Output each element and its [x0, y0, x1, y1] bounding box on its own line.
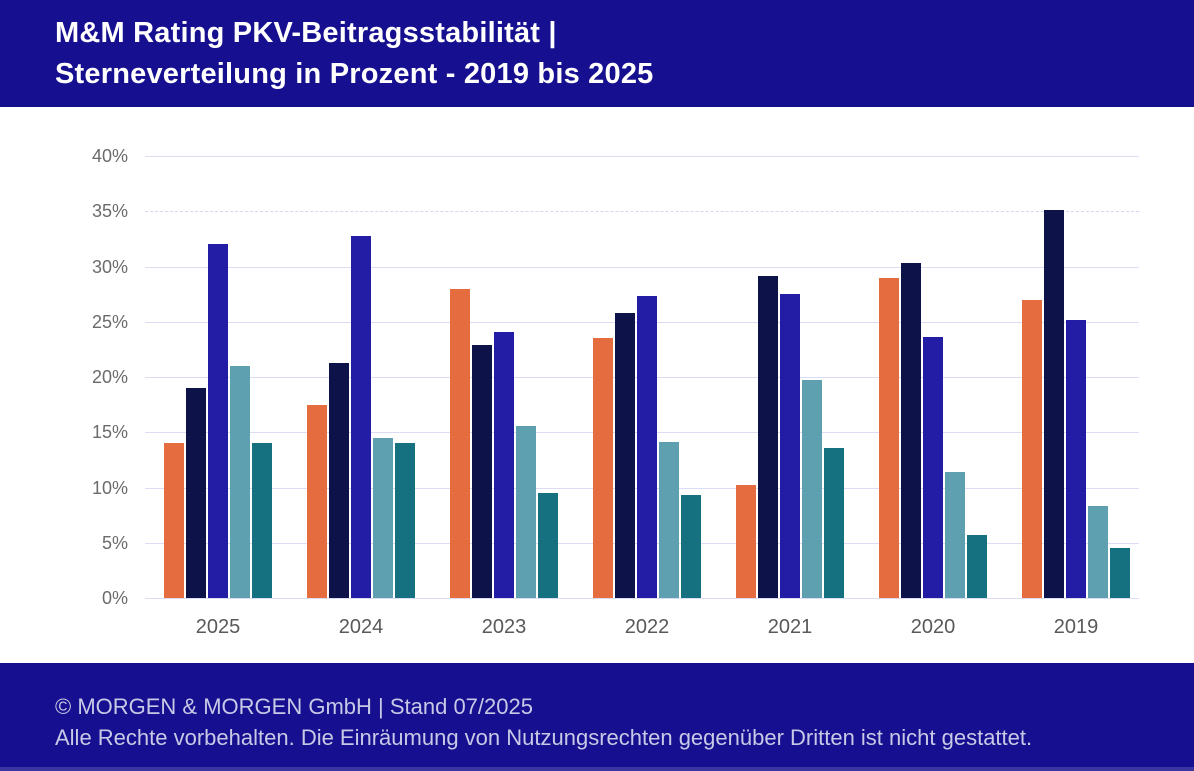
bar-2024-light-teal: [373, 437, 393, 598]
bar-chart-plot-area: [145, 156, 1139, 599]
x-axis-label-2021: 2021: [767, 616, 813, 638]
bar-2025-indigo: [208, 244, 228, 598]
bar-2019-orange: [1022, 299, 1042, 598]
rights-line: Alle Rechte vorbehalten. Die Einräumung …: [55, 725, 1033, 750]
bar-2020-light-teal: [945, 472, 965, 598]
bar-group-2024: [306, 156, 416, 598]
y-axis-tick-label-15: 15%: [91, 422, 128, 443]
y-axis-tick-label-0: 0%: [101, 588, 128, 608]
bar-2022-light-teal: [659, 442, 679, 598]
bar-2021-dark-navy: [758, 276, 778, 598]
bar-2022-orange: [593, 338, 613, 598]
bar-group-2025: [163, 156, 273, 598]
bar-2021-orange: [736, 485, 756, 598]
y-axis-tick-label-10: 10%: [91, 477, 128, 498]
x-axis-label-2020: 2020: [910, 616, 956, 638]
gridline-40: [145, 156, 1139, 157]
bar-2025-orange: [164, 443, 184, 598]
header: M&M Rating PKV-Beitragsstabilität | Ster…: [0, 0, 1194, 107]
footer-bottom-strip: [0, 767, 1194, 771]
bar-2021-indigo: [780, 294, 800, 598]
bar-2022-indigo: [637, 296, 657, 598]
bar-2025-dark-teal: [252, 443, 272, 598]
bar-2022-dark-navy: [615, 312, 635, 598]
x-axis-label-2019: 2019: [1053, 616, 1099, 638]
bar-2020-indigo: [923, 337, 943, 598]
bar-2020-orange: [879, 277, 899, 598]
chart-panel: 0% 5% 10% 15% 20% 25% 30% 35% 40% 2025 2024 2023 20…: [0, 107, 1194, 663]
bar-2024-indigo: [351, 235, 371, 598]
bar-2021-light-teal: [802, 380, 822, 598]
chart-title-line-2: Sterneverteilung in Prozent - 2019 bis 2…: [55, 58, 654, 90]
chart-title-line-1: M&M Rating PKV-Beitragsstabilität |: [55, 17, 557, 49]
bar-2023-light-teal: [516, 425, 536, 598]
y-axis-tick-label-5: 5%: [101, 532, 128, 553]
bar-2025-light-teal: [230, 365, 250, 598]
bar-group-2023: [449, 156, 559, 598]
bar-2023-orange: [450, 288, 470, 598]
bar-2019-dark-navy: [1044, 210, 1064, 598]
y-axis-tick-label-30: 30%: [91, 256, 128, 277]
bar-2024-dark-teal: [395, 443, 415, 598]
bar-2022-dark-teal: [681, 495, 701, 598]
x-axis-label-2023: 2023: [481, 616, 527, 638]
bar-2023-dark-navy: [472, 344, 492, 598]
bar-2023-indigo: [494, 331, 514, 598]
bar-2023-dark-teal: [538, 493, 558, 598]
y-axis-tick-label-25: 25%: [91, 311, 128, 332]
bar-2024-orange: [307, 404, 327, 598]
bar-group-2021: [735, 156, 845, 598]
bar-2020-dark-teal: [967, 535, 987, 598]
gridline-0: [145, 598, 1139, 599]
x-axis-label-2022: 2022: [624, 616, 670, 638]
gridline-35: [145, 211, 1139, 213]
bar-2019-dark-teal: [1110, 548, 1130, 598]
y-axis-tick-label-40: 40%: [91, 146, 128, 166]
bar-2019-indigo: [1066, 319, 1086, 598]
y-axis-tick-label-20: 20%: [91, 367, 128, 387]
bar-2020-dark-navy: [901, 263, 921, 598]
bar-2021-dark-teal: [824, 447, 844, 598]
bar-2019-light-teal: [1088, 506, 1108, 598]
copyright-line: © MORGEN & MORGEN GmbH | Stand 07/2025: [55, 694, 533, 719]
bar-group-2020: [878, 156, 988, 598]
x-axis-label-2024: 2024: [338, 616, 384, 638]
bar-group-2022: [592, 156, 702, 598]
bar-group-2019: [1021, 156, 1131, 598]
gridline-30: [145, 266, 1139, 268]
bar-2024-dark-navy: [329, 362, 349, 598]
bar-2025-dark-navy: [186, 388, 206, 598]
footer: © MORGEN & MORGEN GmbH | Stand 07/2025 A…: [0, 663, 1194, 771]
y-axis-tick-label-35: 35%: [91, 201, 128, 222]
x-axis-label-2025: 2025: [195, 616, 241, 638]
